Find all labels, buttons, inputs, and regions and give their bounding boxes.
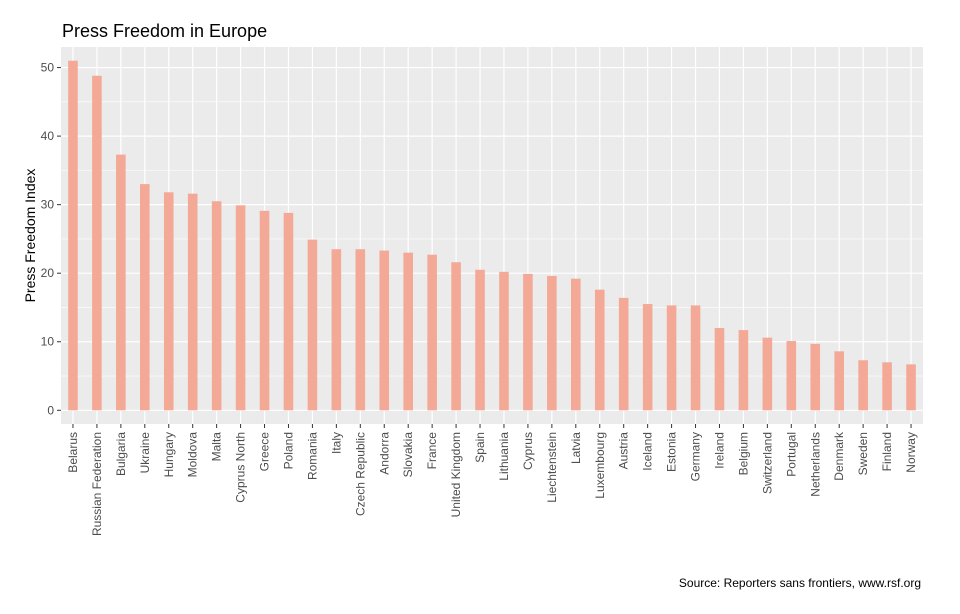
x-tick-label: Spain [473,432,487,463]
bar-denmark [834,351,844,411]
bar-moldova [187,193,198,411]
x-tick-label: United Kingdom [449,432,463,517]
x-tick-label: Belarus [66,432,80,473]
x-tick-label: Cyprus [521,432,535,470]
x-tick-label: Lithuania [497,432,511,481]
bar-united-kingdom [451,262,461,411]
x-tick-label: Cyprus North [234,432,248,503]
x-tick-label: Bulgaria [114,432,128,476]
x-tick-label: Norway [904,432,918,473]
y-tick-label: 0 [47,403,54,417]
bar-greece [259,210,270,411]
y-tick-label: 20 [41,266,55,280]
bar-germany [690,305,701,411]
x-tick-label: Ukraine [138,432,152,474]
bar-portugal [786,341,797,411]
bar-spain [475,269,485,411]
bar-estonia [666,305,677,411]
bar-belgium [738,330,749,411]
x-tick-label: Austria [617,432,631,470]
y-tick-label: 40 [41,129,55,143]
x-tick-label: Czech Republic [353,432,367,516]
x-tick-label: Slovakia [401,432,415,478]
x-tick-label: Luxembourg [593,432,607,499]
x-tick-label: Switzerland [760,432,774,494]
y-tick-label: 10 [41,335,55,349]
bar-belarus [68,60,78,411]
bar-russian-federation [92,75,102,411]
x-tick-label: Sweden [856,432,870,475]
x-tick-label: Moldova [186,432,200,478]
source-caption: Source: Reporters sans frontiers, www.rs… [679,576,921,590]
x-tick-label: Liechtenstein [545,432,559,503]
bar-finland [882,362,892,411]
bar-cyprus [523,273,533,411]
x-tick-label: Andorra [377,432,391,475]
bar-bulgaria [116,154,126,411]
bar-slovakia [403,252,413,411]
bar-poland [283,212,294,411]
bar-netherlands [810,343,821,411]
x-axis-ticks: Belarus Russian Federation Bulgaria Ukraine… [66,424,918,536]
bar-malta [211,201,222,411]
x-tick-label: Russian Federation [90,432,104,536]
bar-switzerland [762,337,773,411]
x-tick-label: Romania [305,432,319,480]
bar-austria [618,297,629,411]
x-tick-label: Estonia [665,432,679,472]
y-tick-label: 50 [41,61,55,75]
x-tick-label: Netherlands [808,432,822,497]
bar-italy [331,249,342,411]
bar-cyprus-north [235,205,246,411]
bar-ukraine [140,184,150,411]
x-tick-label: Poland [281,432,295,469]
x-tick-label: Denmark [832,431,846,481]
bar-liechtenstein [547,275,557,411]
bar-romania [307,239,318,411]
bar-ireland [714,328,725,411]
bar-lithuania [499,271,509,411]
bar-sweden [858,360,868,411]
x-tick-label: Italy [329,432,343,454]
bar-hungary [163,192,174,411]
bar-czech-republic [355,249,366,411]
x-tick-label: Ireland [712,432,726,469]
y-axis-ticks: 0 10 20 30 40 50 [41,61,61,417]
x-tick-label: France [425,432,439,470]
x-tick-label: Malta [210,432,224,462]
x-tick-label: Portugal [784,432,798,477]
x-tick-label: Iceland [641,432,655,471]
bar-france [427,254,437,411]
x-tick-label: Finland [880,432,894,471]
bar-andorra [379,250,390,411]
bar-latvia [571,278,581,411]
x-tick-label: Latvia [569,432,583,464]
bar-iceland [642,304,653,411]
bar-luxembourg [594,289,605,411]
y-tick-label: 30 [41,198,55,212]
x-tick-label: Greece [258,432,272,472]
x-tick-label: Belgium [736,432,750,475]
bar-norway [906,364,916,411]
plot-panel [61,47,923,424]
chart-title: Press Freedom in Europe [62,21,267,41]
y-axis-label: Press Freedom Index [22,169,38,303]
x-tick-label: Hungary [162,432,176,477]
x-tick-label: Germany [689,432,703,481]
bars [68,60,916,411]
